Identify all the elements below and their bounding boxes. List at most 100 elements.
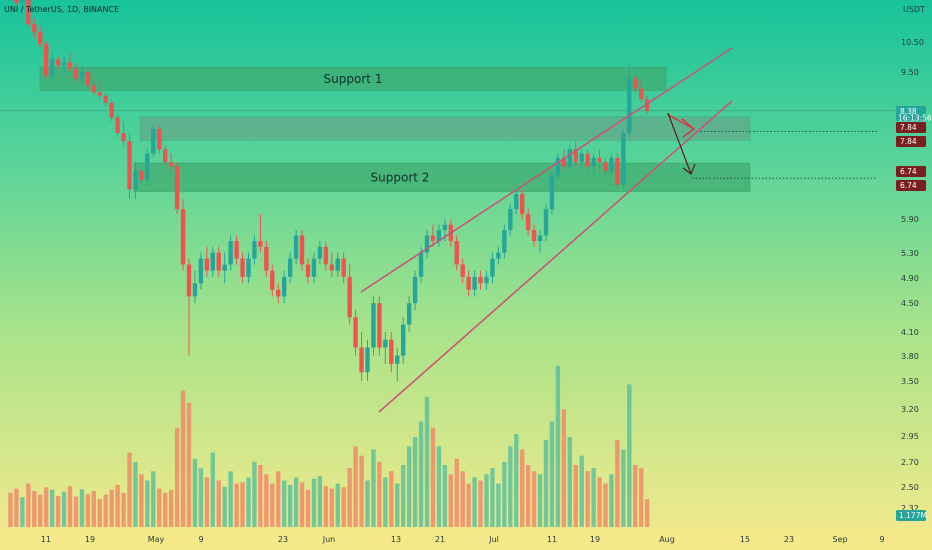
candle-body	[26, 0, 31, 24]
candle-body	[490, 258, 495, 277]
volume-bar	[371, 449, 376, 527]
y-tick-label: 2.32	[901, 504, 919, 513]
candle-body	[436, 230, 442, 242]
candle-body	[186, 264, 192, 297]
y-axis: 10.50 9.50 5.90 5.30 4.90 4.50 4.10 3.80 3.50 3.2…	[896, 38, 932, 521]
volume-bar	[186, 403, 192, 527]
candle-body	[525, 214, 531, 231]
y-tick-label: 9.50	[901, 68, 919, 77]
volume-bar	[282, 480, 287, 527]
candle-body	[293, 235, 299, 259]
price-tag-timer: 16:13:56	[898, 114, 932, 123]
candle-body	[210, 252, 215, 271]
price-tag	[896, 166, 926, 177]
volume-bar	[454, 458, 459, 527]
candle-body	[115, 117, 120, 133]
x-tick-label: Aug	[659, 535, 675, 544]
volume-bar	[418, 421, 424, 527]
candle-body	[121, 132, 126, 142]
arrow-dark-head	[682, 163, 696, 175]
volume-bar	[353, 446, 358, 527]
candle-body	[395, 355, 400, 364]
candle-body	[79, 71, 85, 79]
candle-body	[264, 246, 269, 271]
volume-bar	[258, 465, 263, 527]
candle-body	[579, 153, 584, 163]
volume-bar	[139, 474, 144, 527]
candle-body	[151, 129, 156, 154]
candle-body	[311, 258, 317, 277]
volume-bar	[293, 477, 299, 527]
y-tick-label: 5.90	[901, 215, 919, 224]
candle-body	[163, 149, 168, 163]
candle-body	[14, 0, 19, 3]
volume-bar	[97, 499, 102, 527]
volume-bar	[597, 477, 602, 527]
volume-bar	[591, 468, 596, 527]
volume-bar	[401, 465, 406, 527]
volume-bar	[389, 471, 394, 527]
volume-bar	[603, 483, 608, 527]
candle-body	[133, 170, 138, 190]
volume-bar	[38, 494, 43, 527]
candle-body	[127, 141, 132, 190]
volume-bar	[240, 482, 245, 527]
candle-body	[627, 78, 632, 133]
volume-bar	[573, 465, 578, 527]
volume-bar	[502, 461, 507, 527]
y-tick-label: 3.80	[901, 352, 919, 361]
volume-bar	[525, 465, 531, 527]
price-tag-value: 6.74	[900, 167, 917, 176]
candle-body	[644, 99, 650, 111]
candle-body	[145, 153, 150, 181]
support-zone	[133, 162, 751, 193]
volume-bar	[264, 474, 269, 527]
volume-bar	[222, 486, 227, 527]
volume-bar	[644, 499, 650, 527]
candle-body	[359, 347, 364, 373]
candle-body	[234, 241, 239, 259]
candle-body	[287, 258, 293, 277]
arrow-dark	[667, 112, 692, 175]
candle-body	[91, 85, 96, 93]
candle-body	[174, 166, 180, 210]
candle-body	[591, 157, 596, 167]
candle-body	[615, 157, 620, 185]
volume-bar	[395, 483, 400, 527]
volume-bar	[192, 458, 198, 527]
candle-body	[258, 241, 263, 247]
price-tag-value: 7.84	[900, 123, 917, 132]
candle-body	[61, 62, 67, 66]
volume-bar	[329, 488, 334, 527]
volume-bar	[633, 465, 638, 527]
arrow-red-head	[681, 118, 696, 138]
price-tag-value: 6.74	[900, 181, 917, 190]
x-axis: 11 19 May 9 23 Jun 13 21 Jul 11 19 Aug 15 23 Sep 9	[0, 530, 932, 550]
price-tag	[896, 122, 926, 133]
x-tick-label: 15	[740, 535, 750, 544]
volume-tag-value: 1.177M	[899, 511, 927, 520]
candle-body	[466, 276, 471, 290]
candle-body	[97, 92, 102, 96]
volume-bar	[163, 492, 168, 527]
volume-bar	[383, 477, 388, 527]
candle-body	[270, 270, 275, 290]
volume-bar	[520, 449, 525, 527]
volume-bar	[377, 461, 382, 527]
candle-body	[323, 246, 329, 265]
volume-bar	[311, 478, 317, 527]
volume-bar	[585, 471, 590, 527]
candle-body	[109, 102, 114, 118]
channel-upper	[360, 47, 733, 293]
candle-body	[537, 235, 543, 242]
y-tick-label: 3.50	[901, 377, 919, 386]
y-tick-label: 2.70	[901, 458, 919, 467]
volume-bar	[299, 482, 305, 527]
support-zone	[139, 116, 751, 141]
x-tick-label: 19	[85, 535, 95, 544]
volume-bar	[252, 461, 257, 527]
candle-body	[329, 264, 334, 271]
volume-bar	[531, 471, 537, 527]
